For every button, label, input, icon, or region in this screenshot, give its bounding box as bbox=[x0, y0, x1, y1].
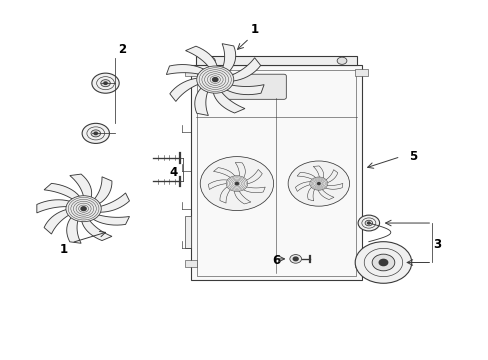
Polygon shape bbox=[169, 78, 201, 102]
Circle shape bbox=[103, 82, 107, 84]
Circle shape bbox=[371, 254, 394, 271]
Text: 6: 6 bbox=[271, 254, 280, 267]
Polygon shape bbox=[166, 64, 206, 75]
Polygon shape bbox=[212, 90, 244, 113]
Circle shape bbox=[293, 257, 298, 261]
Circle shape bbox=[287, 161, 349, 206]
Polygon shape bbox=[194, 86, 208, 116]
Polygon shape bbox=[222, 44, 235, 73]
FancyBboxPatch shape bbox=[221, 74, 286, 99]
Polygon shape bbox=[307, 186, 315, 201]
Polygon shape bbox=[44, 183, 81, 201]
Circle shape bbox=[94, 132, 97, 135]
Polygon shape bbox=[324, 170, 337, 183]
Circle shape bbox=[101, 80, 110, 87]
Polygon shape bbox=[37, 200, 72, 213]
Circle shape bbox=[66, 196, 101, 222]
Polygon shape bbox=[297, 172, 316, 180]
Bar bbox=[190, 65, 361, 280]
Polygon shape bbox=[185, 46, 217, 69]
Polygon shape bbox=[242, 186, 264, 193]
Polygon shape bbox=[234, 190, 250, 204]
Polygon shape bbox=[295, 182, 311, 192]
Text: 1: 1 bbox=[60, 243, 68, 256]
Circle shape bbox=[200, 157, 273, 211]
Polygon shape bbox=[224, 85, 264, 95]
Text: 3: 3 bbox=[432, 238, 440, 251]
Text: 4: 4 bbox=[169, 166, 178, 179]
Polygon shape bbox=[220, 186, 231, 203]
Bar bbox=[184, 260, 197, 267]
Polygon shape bbox=[208, 180, 229, 189]
Polygon shape bbox=[66, 216, 81, 243]
Circle shape bbox=[309, 177, 327, 190]
Circle shape bbox=[196, 66, 233, 93]
Polygon shape bbox=[44, 209, 71, 234]
Text: 2: 2 bbox=[118, 42, 126, 55]
Bar bbox=[354, 69, 367, 76]
Polygon shape bbox=[91, 214, 129, 225]
Circle shape bbox=[354, 242, 411, 283]
Circle shape bbox=[91, 130, 101, 137]
Circle shape bbox=[365, 220, 372, 226]
Polygon shape bbox=[313, 166, 323, 179]
Circle shape bbox=[289, 255, 301, 263]
Circle shape bbox=[367, 222, 369, 224]
Bar bbox=[196, 69, 355, 276]
Circle shape bbox=[81, 207, 86, 211]
Bar bbox=[184, 216, 190, 248]
Circle shape bbox=[235, 183, 238, 185]
Polygon shape bbox=[70, 174, 91, 199]
Polygon shape bbox=[229, 58, 260, 81]
Circle shape bbox=[82, 123, 109, 143]
Circle shape bbox=[336, 57, 346, 64]
Circle shape bbox=[226, 176, 247, 192]
Circle shape bbox=[92, 73, 119, 93]
Polygon shape bbox=[244, 170, 262, 184]
Polygon shape bbox=[324, 183, 342, 189]
Polygon shape bbox=[235, 162, 245, 179]
Polygon shape bbox=[213, 168, 235, 179]
Circle shape bbox=[317, 183, 320, 185]
Polygon shape bbox=[81, 219, 112, 240]
Text: 1: 1 bbox=[250, 23, 258, 36]
Bar bbox=[354, 260, 367, 267]
Bar bbox=[195, 56, 356, 65]
Circle shape bbox=[357, 215, 379, 231]
Polygon shape bbox=[97, 193, 129, 212]
Text: 5: 5 bbox=[408, 150, 416, 163]
Bar bbox=[184, 69, 197, 76]
Polygon shape bbox=[317, 189, 333, 199]
Circle shape bbox=[205, 57, 215, 64]
Circle shape bbox=[379, 259, 387, 266]
Circle shape bbox=[212, 78, 218, 82]
Polygon shape bbox=[93, 177, 112, 205]
